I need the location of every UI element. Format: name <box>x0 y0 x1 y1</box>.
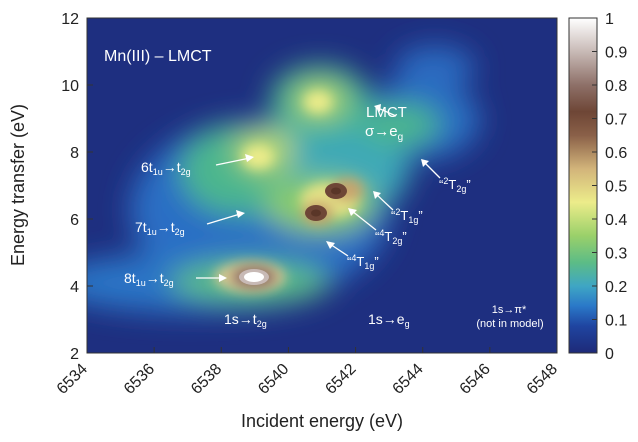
colorbar-tick-label: 0.7 <box>605 112 627 129</box>
x-tick-label: 6538 <box>188 361 225 398</box>
label-1s-pi: 1s→π* <box>492 304 527 316</box>
label-4T2g-base: T <box>384 229 392 244</box>
label-4T2g-sub: 2g <box>392 236 402 246</box>
label-7t1u-t2g-b: 1u <box>147 227 157 237</box>
label-1s-eg-a: 1s→e <box>368 311 405 327</box>
y-tick-label: 8 <box>70 145 79 162</box>
y-tick-label: 2 <box>70 346 79 363</box>
x-tick-label: 6534 <box>54 361 91 398</box>
label-1s-eg: 1s→eg <box>368 311 410 329</box>
x-tick-label: 6542 <box>322 361 359 398</box>
y-tick-label: 4 <box>70 279 79 296</box>
y-tick-label: 6 <box>70 212 79 229</box>
colorbar-tick-label: 0.5 <box>605 179 627 196</box>
label-7t1u-t2g-c: →t <box>157 219 175 235</box>
label-not-in-model: (not in model) <box>476 318 543 330</box>
colorbar-tick-label: 0.1 <box>605 313 627 330</box>
label-8t1u-t2g-b: 1u <box>136 278 146 288</box>
label-1s-t2g-a: 1s→t <box>224 311 257 327</box>
label-1s-t2g-b: 2g <box>257 319 267 329</box>
lmct-transition-sub: g <box>398 132 404 143</box>
label-4T1g-base: T <box>356 254 364 269</box>
label-4T1g-post: ” <box>374 254 378 269</box>
lmct-label: LMCT <box>366 104 407 121</box>
lmct-transition-main: σ→e <box>365 123 398 140</box>
label-6t1u-t2g-c: →t <box>163 159 181 175</box>
chart-title-annotation: Mn(III) – LMCT <box>104 48 212 65</box>
y-tick-label: 10 <box>61 78 79 95</box>
colorbar-tick-label: 0 <box>605 346 614 363</box>
label-7t1u-t2g-d: 2g <box>175 227 185 237</box>
label-8t1u-t2g-c: →t <box>146 270 164 286</box>
colorbar-tick-label: 0.9 <box>605 45 627 62</box>
label-2T2g-post: ” <box>466 177 470 192</box>
x-tick-label: 6540 <box>255 361 292 398</box>
label-1s-eg-b: g <box>405 319 410 329</box>
x-axis: 6534 6536 6538 6540 6542 6544 6546 6548 <box>54 347 561 398</box>
colorbar-tick-label: 0.6 <box>605 145 627 162</box>
label-7t1u-t2g-a: 7t <box>135 219 147 235</box>
x-axis-label: Incident energy (eV) <box>241 411 403 431</box>
colorbar-tick-label: 1 <box>605 11 614 28</box>
label-8t1u-t2g-a: 8t <box>124 270 136 286</box>
colorbar-tick-label: 0.4 <box>605 212 627 229</box>
colorbar-tick-label: 0.2 <box>605 279 627 296</box>
x-tick-label: 6548 <box>524 361 561 398</box>
y-axis-label: Energy transfer (eV) <box>8 104 28 266</box>
label-6t1u-t2g-a: 6t <box>141 159 153 175</box>
label-6t1u-t2g-b: 1u <box>153 167 163 177</box>
label-8t1u-t2g-d: 2g <box>164 278 174 288</box>
label-2T2g-sub: 2g <box>456 184 466 194</box>
label-2T1g-sub: 1g <box>408 215 418 225</box>
x-tick-label: 6544 <box>390 361 427 398</box>
label-4T2g-post: ” <box>402 229 406 244</box>
colorbar-tick-label: 0.8 <box>605 78 627 95</box>
label-2T1g-base: T <box>400 208 408 223</box>
x-tick-label: 6536 <box>121 361 158 398</box>
y-tick-label: 12 <box>61 11 79 28</box>
colorbar-tick-label: 0.3 <box>605 246 627 263</box>
label-6t1u-t2g-d: 2g <box>181 167 191 177</box>
label-4T1g-sub: 1g <box>364 261 374 271</box>
label-2T2g-base: T <box>448 177 456 192</box>
label-2T1g-post: ” <box>418 208 422 223</box>
x-tick-label: 6546 <box>457 361 494 398</box>
